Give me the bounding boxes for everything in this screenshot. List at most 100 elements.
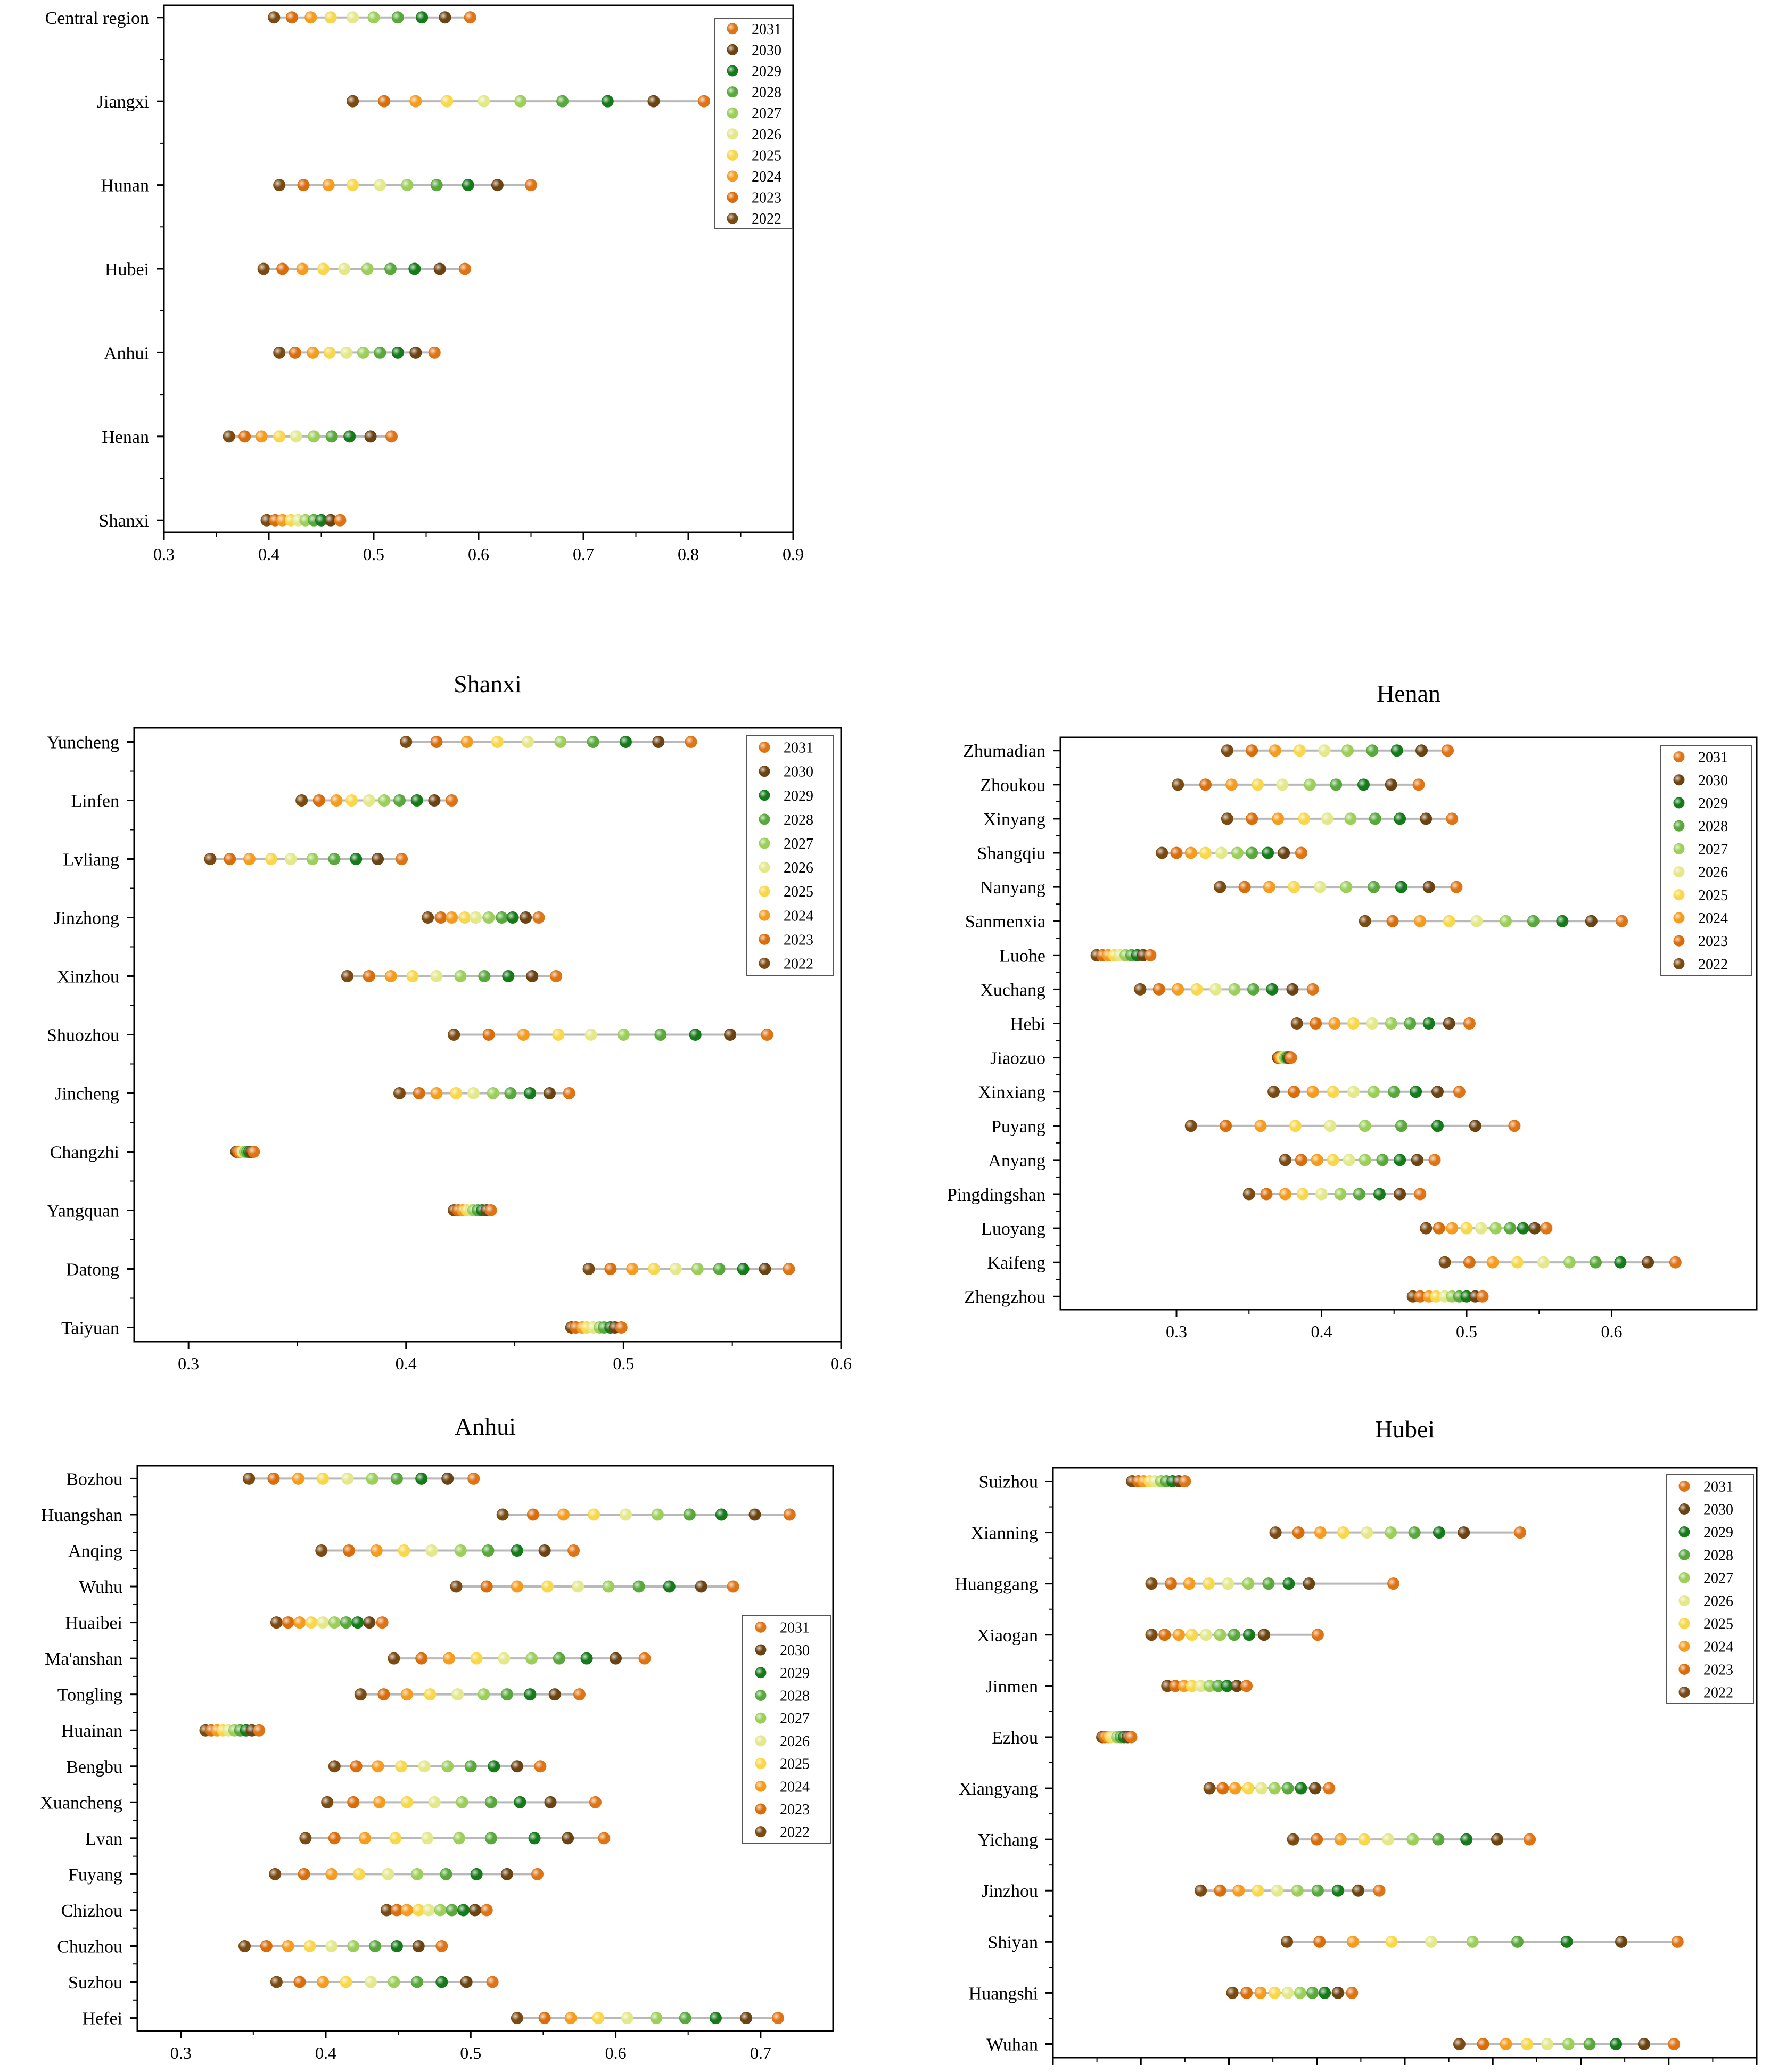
dot-2023 bbox=[378, 95, 391, 108]
dot-2031 bbox=[783, 1262, 795, 1275]
dot-2031 bbox=[1323, 1782, 1336, 1795]
x-tick-label: 0.4 bbox=[396, 1354, 417, 1373]
dot-2028 bbox=[1281, 1782, 1294, 1795]
dot-2024 bbox=[1183, 1577, 1196, 1590]
dot-2030 bbox=[364, 430, 377, 443]
dot-2025 bbox=[1460, 1222, 1473, 1235]
x-tick-label: 0.9 bbox=[1658, 2070, 1680, 2072]
category-label: Yangquan bbox=[47, 1201, 119, 1221]
legend: 2031 2030 2029 2028 2027 2026 2025 2024 2023 2022 bbox=[1666, 1474, 1754, 1704]
legend-marker-2026 bbox=[755, 1735, 767, 1747]
legend-label-2026: 2026 bbox=[752, 127, 781, 143]
category-label: Bozhou bbox=[66, 1469, 122, 1489]
legend-marker-2031 bbox=[759, 742, 770, 753]
dot-2029 bbox=[580, 1652, 593, 1665]
dot-2028 bbox=[1247, 983, 1259, 996]
dot-2027 bbox=[1341, 744, 1354, 757]
legend-marker-2027 bbox=[727, 107, 738, 119]
dot-2024 bbox=[409, 95, 422, 108]
dot-2024 bbox=[1347, 1935, 1360, 1948]
dot-2031 bbox=[1373, 1884, 1386, 1897]
dot-2023 bbox=[350, 1760, 363, 1773]
dot-2031 bbox=[563, 1087, 575, 1099]
dot-2031 bbox=[1453, 1086, 1466, 1098]
dot-2025 bbox=[1337, 1526, 1349, 1539]
category-label: Hunan bbox=[101, 176, 149, 196]
dot-2030 bbox=[409, 346, 422, 359]
legend-label-2027: 2027 bbox=[1698, 841, 1728, 858]
dot-2030 bbox=[1443, 1017, 1455, 1030]
dot-2030 bbox=[372, 853, 384, 866]
legend-label-2031: 2031 bbox=[1698, 750, 1728, 766]
row-luoyang: Luoyang bbox=[981, 1219, 1553, 1246]
category-label: Linfen bbox=[71, 792, 119, 811]
dot-2029 bbox=[514, 1796, 526, 1808]
category-label: Huaibei bbox=[65, 1614, 122, 1633]
x-tick-label: 0.9 bbox=[783, 545, 804, 564]
category-label: Nanyang bbox=[980, 878, 1045, 898]
dot-2029 bbox=[1243, 1629, 1256, 1641]
dot-2031 bbox=[1428, 1154, 1441, 1166]
x-tick-label: 0.7 bbox=[750, 2043, 771, 2062]
dot-2025 bbox=[1385, 1935, 1398, 1948]
dot-2029 bbox=[737, 1262, 750, 1275]
legend-label-2024: 2024 bbox=[784, 908, 813, 924]
dot-2025 bbox=[303, 1939, 316, 1952]
dot-2031 bbox=[1463, 1017, 1476, 1030]
dot-2026 bbox=[1475, 1222, 1487, 1235]
row-jiangxi: Jiangxi bbox=[97, 92, 711, 144]
dot-2029 bbox=[524, 1087, 537, 1099]
dot-2023 bbox=[1260, 1188, 1273, 1201]
dot-2025 bbox=[1327, 1086, 1339, 1098]
legend-label-2023: 2023 bbox=[752, 190, 781, 207]
dot-2026 bbox=[1470, 915, 1483, 927]
legend-marker-2026 bbox=[727, 128, 738, 140]
dot-2027 bbox=[1344, 812, 1357, 825]
dot-2027 bbox=[454, 1544, 467, 1557]
dot-2031 bbox=[1387, 1577, 1400, 1590]
category-label: Xinxiang bbox=[978, 1083, 1045, 1103]
dot-2028 bbox=[430, 179, 443, 192]
legend-label-2024: 2024 bbox=[1703, 1639, 1733, 1656]
dot-2031 bbox=[376, 1616, 389, 1629]
dot-2024 bbox=[282, 1939, 294, 1952]
dot-2024 bbox=[1263, 881, 1275, 893]
dot-2026 bbox=[1281, 1986, 1294, 1999]
dot-2022 bbox=[1203, 1782, 1216, 1795]
dot-2023 bbox=[343, 1544, 356, 1557]
category-label: Xinyang bbox=[983, 810, 1045, 829]
dot-2022 bbox=[1420, 1222, 1433, 1235]
dot-2025 bbox=[1296, 1188, 1309, 1201]
x-tick-label: 0.4 bbox=[315, 2043, 336, 2062]
dot-2028 bbox=[464, 1760, 477, 1773]
dot-2022 bbox=[273, 346, 286, 359]
legend-marker-2028 bbox=[759, 813, 770, 825]
category-label: Huangshi bbox=[969, 1984, 1038, 2003]
dot-2023 bbox=[604, 1262, 617, 1275]
dot-2028 bbox=[484, 1832, 497, 1845]
row-yichang: Yichang bbox=[978, 1830, 1536, 1866]
dot-2025 bbox=[323, 346, 336, 359]
dot-2027 bbox=[1562, 2038, 1575, 2051]
row-central-region: Central region bbox=[45, 9, 476, 60]
dot-2028 bbox=[1395, 1120, 1407, 1132]
dot-2024 bbox=[307, 346, 319, 359]
dot-2031 bbox=[567, 1544, 580, 1557]
dot-2023 bbox=[1433, 1222, 1445, 1235]
category-label: Anyang bbox=[988, 1151, 1045, 1171]
dot-2028 bbox=[1408, 1526, 1421, 1539]
row-wuhan: Wuhan bbox=[986, 2035, 1681, 2055]
category-label: Sanmenxia bbox=[965, 912, 1045, 932]
dot-2025 bbox=[1268, 1986, 1281, 1999]
dot-2025 bbox=[317, 1472, 330, 1485]
row-lvliang: Lvliang bbox=[63, 850, 408, 889]
legend-marker-2025 bbox=[755, 1758, 767, 1770]
dot-2025 bbox=[588, 1508, 600, 1521]
dot-2023 bbox=[1240, 1986, 1253, 1999]
row-xinzhou: Xinzhou bbox=[57, 967, 563, 1006]
dot-2028 bbox=[478, 970, 491, 983]
legend-marker-2023 bbox=[1673, 935, 1685, 947]
category-label: Datong bbox=[66, 1260, 119, 1279]
